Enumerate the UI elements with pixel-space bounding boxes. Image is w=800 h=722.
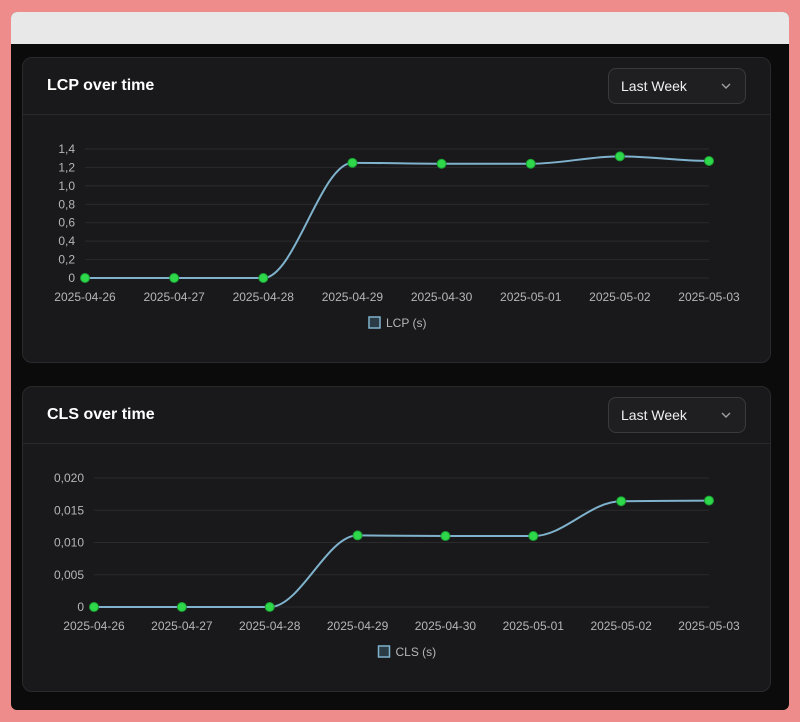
- x-tick-label: 2025-04-28: [233, 290, 295, 304]
- y-tick-label: 0,8: [58, 197, 75, 211]
- x-tick-label: 2025-04-27: [143, 290, 205, 304]
- series-line: [94, 499, 710, 608]
- y-tick-label: 0: [68, 271, 75, 285]
- x-tick-label: 2025-04-30: [415, 619, 477, 633]
- series-line: [85, 155, 710, 279]
- y-tick-label: 0,2: [58, 253, 75, 267]
- x-tick-label: 2025-05-01: [503, 619, 565, 633]
- time-range-value: Last Week: [621, 407, 687, 423]
- window-titlebar: [11, 12, 789, 44]
- y-tick-label: 1,4: [58, 142, 75, 156]
- time-range-select[interactable]: Last Week: [608, 68, 746, 104]
- data-point[interactable]: [528, 531, 539, 542]
- x-tick-label: 2025-05-03: [678, 619, 740, 633]
- data-point[interactable]: [704, 155, 714, 166]
- x-tick-label: 2025-05-02: [590, 619, 652, 633]
- y-tick-label: 0,6: [58, 216, 75, 230]
- time-range-value: Last Week: [621, 78, 687, 94]
- x-tick-label: 2025-04-29: [322, 290, 384, 304]
- legend[interactable]: CLS (s): [377, 645, 437, 659]
- data-point[interactable]: [169, 273, 180, 283]
- data-point[interactable]: [176, 602, 187, 612]
- time-range-select[interactable]: Last Week: [608, 397, 746, 433]
- x-tick-label: 2025-04-26: [63, 619, 125, 633]
- cls-card: CLS over time Last Week 0 0,005 0,010 0,015…: [22, 386, 771, 692]
- x-tick-label: 2025-04-29: [327, 619, 389, 633]
- app-window: LCP over time Last Week 0 0,2 0,4 0,6 0,8 1,0…: [11, 12, 789, 710]
- data-point[interactable]: [525, 158, 536, 169]
- legend-label: LCP (s): [386, 316, 426, 330]
- x-tick-label: 2025-04-27: [151, 619, 213, 633]
- cls-line-chart: 0 0,005 0,010 0,015 0,020 2025-04-26 2025-04-2…: [54, 471, 740, 659]
- data-point[interactable]: [436, 158, 447, 169]
- chevron-down-icon: [721, 83, 731, 89]
- x-tick-label: 2025-05-01: [500, 290, 562, 304]
- x-tick-label: 2025-05-02: [589, 290, 651, 304]
- y-tick-label: 0,005: [54, 568, 84, 582]
- x-tick-label: 2025-04-28: [239, 619, 301, 633]
- data-point[interactable]: [352, 530, 363, 541]
- legend[interactable]: LCP (s): [368, 316, 426, 330]
- legend-swatch: [377, 645, 391, 658]
- data-point[interactable]: [80, 273, 90, 283]
- card-header: CLS over time Last Week: [23, 387, 770, 444]
- card-header: LCP over time Last Week: [23, 58, 770, 115]
- y-tick-label: 0,015: [54, 503, 84, 517]
- data-point[interactable]: [614, 151, 625, 162]
- card-title: LCP over time: [47, 77, 155, 94]
- data-point[interactable]: [264, 602, 275, 612]
- y-tick-label: 0,4: [58, 234, 75, 248]
- lcp-card: LCP over time Last Week 0 0,2 0,4 0,6 0,8 1,0…: [22, 57, 771, 363]
- card-title: CLS over time: [47, 406, 155, 423]
- x-tick-label: 2025-05-03: [678, 290, 740, 304]
- x-tick-label: 2025-04-30: [411, 290, 473, 304]
- legend-label: CLS (s): [396, 645, 437, 659]
- lcp-line-chart: 0 0,2 0,4 0,6 0,8 1,0 1,2 1,4 2025-04-26 2025-04-…: [54, 142, 740, 330]
- data-point[interactable]: [440, 531, 451, 542]
- data-point[interactable]: [258, 273, 269, 283]
- data-point[interactable]: [347, 157, 358, 168]
- x-tick-label: 2025-04-26: [54, 290, 116, 304]
- y-tick-label: 0,010: [54, 536, 84, 550]
- legend-swatch: [368, 316, 381, 329]
- data-point[interactable]: [89, 602, 99, 612]
- y-tick-label: 0,020: [54, 471, 84, 485]
- chevron-down-icon: [721, 412, 731, 418]
- data-point[interactable]: [616, 496, 627, 507]
- y-tick-label: 0: [77, 600, 84, 614]
- y-tick-label: 1,2: [58, 160, 75, 174]
- y-tick-label: 1,0: [58, 179, 75, 193]
- data-point[interactable]: [704, 495, 714, 506]
